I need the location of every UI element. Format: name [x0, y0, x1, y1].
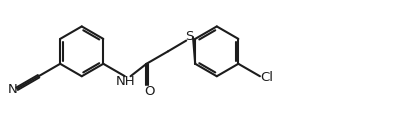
Text: N: N [8, 82, 18, 95]
Text: Cl: Cl [260, 70, 273, 83]
Text: O: O [144, 85, 154, 98]
Text: NH: NH [116, 75, 136, 88]
Text: S: S [186, 30, 194, 43]
